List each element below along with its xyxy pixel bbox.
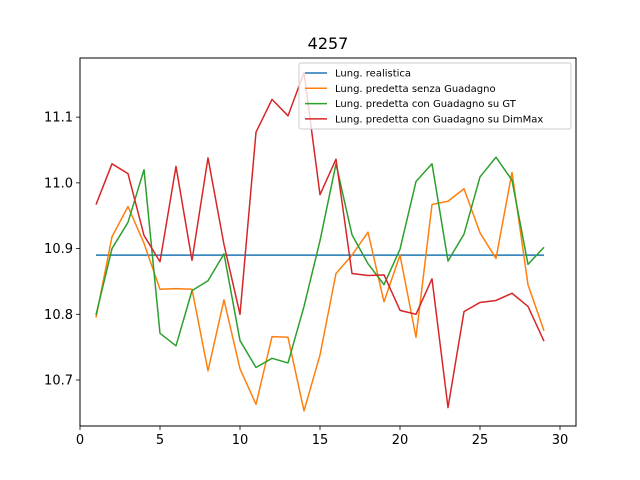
legend-box bbox=[298, 62, 572, 130]
series-line-3 bbox=[95, 156, 545, 369]
legend-label: Lung. predetta con Guadagno su GT bbox=[335, 99, 517, 110]
legend-label: Lung. predetta senza Guadagno bbox=[335, 84, 496, 95]
y-tick-label: 11.0 bbox=[44, 176, 73, 191]
x-tick-label: 20 bbox=[392, 433, 409, 448]
y-axis: 10.7 10.8 10.9 11.0 11.1 bbox=[44, 111, 80, 389]
legend: Lung. realistica Lung. predetta senza Gua… bbox=[298, 62, 572, 130]
plot-lines bbox=[95, 71, 545, 412]
axes-frame bbox=[79, 57, 577, 427]
x-tick-label: 25 bbox=[472, 433, 489, 448]
x-tick-label: 5 bbox=[156, 433, 164, 448]
series-line-4 bbox=[95, 71, 545, 409]
x-tick-label: 0 bbox=[76, 433, 84, 448]
chart-title: 4257 bbox=[308, 34, 349, 53]
legend-label: Lung. predetta con Guadagno su DimMax bbox=[335, 114, 543, 125]
x-axis: 0 5 10 15 20 25 30 bbox=[76, 426, 568, 448]
x-tick-label: 15 bbox=[312, 433, 329, 448]
y-tick-label: 10.9 bbox=[44, 242, 73, 257]
legend-label: Lung. realistica bbox=[335, 69, 411, 80]
y-tick-label: 10.7 bbox=[44, 374, 73, 389]
x-tick-label: 30 bbox=[552, 433, 569, 448]
series-line-2 bbox=[95, 171, 545, 412]
y-tick-label: 11.1 bbox=[44, 111, 73, 126]
y-tick-label: 10.8 bbox=[44, 308, 73, 323]
x-tick-label: 10 bbox=[232, 433, 249, 448]
